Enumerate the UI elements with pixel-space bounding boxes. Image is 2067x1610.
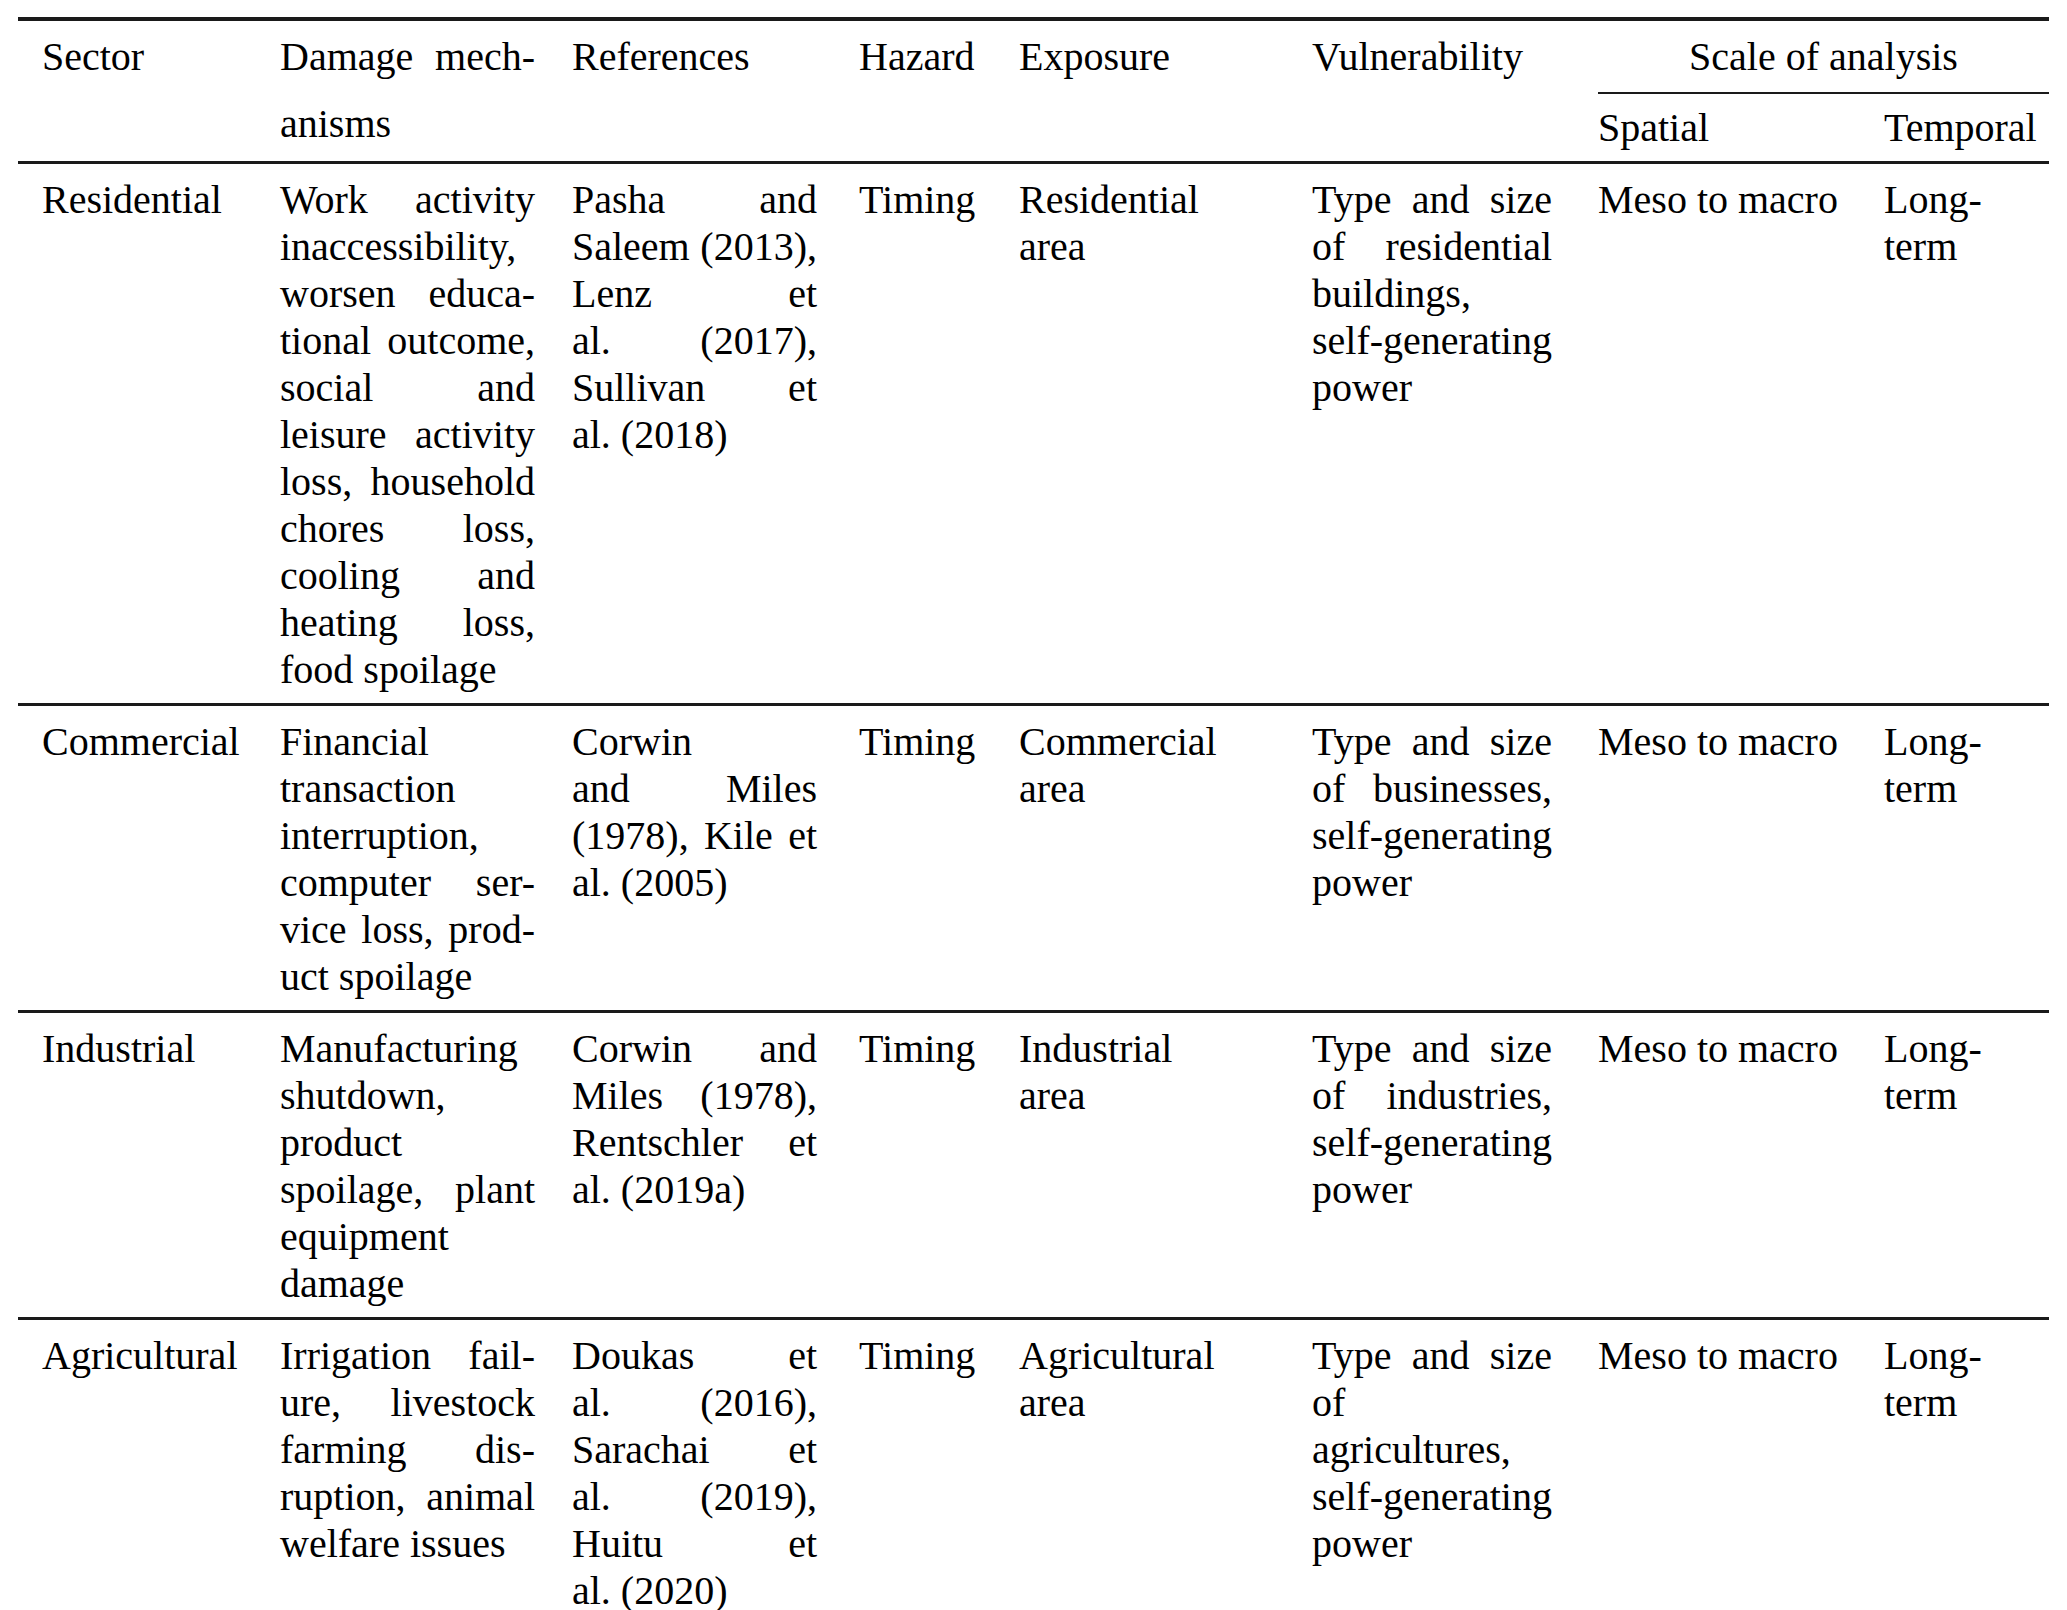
cell-temporal: Long-term bbox=[1884, 1012, 2049, 1319]
cell-spatial: Meso to macro bbox=[1598, 1012, 1884, 1319]
cell-sector: Industrial bbox=[18, 1012, 280, 1319]
header-exposure: Exposure bbox=[1019, 19, 1312, 163]
cell-temporal: Long-term bbox=[1884, 163, 2049, 705]
cell-sector: Residential bbox=[18, 163, 280, 705]
cell-references: Corwinand Miles(1978), Kile etal. (2005) bbox=[572, 705, 859, 1012]
cell-references: Pasha andSaleem (2013),Lenz etal. (2017)… bbox=[572, 163, 859, 705]
cell-spatial: Meso to macro bbox=[1598, 705, 1884, 1012]
cell-hazard: Timing bbox=[859, 1012, 1019, 1319]
cell-temporal: Long-term bbox=[1884, 705, 2049, 1012]
cell-sector: Commercial bbox=[18, 705, 280, 1012]
cell-vulnerability: Type and sizeof businesses,self-generati… bbox=[1312, 705, 1598, 1012]
cell-vulnerability: Type and sizeof residentialbuildings,sel… bbox=[1312, 163, 1598, 705]
cell-hazard: Timing bbox=[859, 705, 1019, 1012]
table-row-industrial: Industrial Manufacturingshutdown,product… bbox=[18, 1012, 2049, 1319]
cell-hazard: Timing bbox=[859, 1319, 1019, 1610]
cell-hazard: Timing bbox=[859, 163, 1019, 705]
cell-temporal: Long-term bbox=[1884, 1319, 2049, 1610]
header-temporal: Temporal bbox=[1884, 93, 2049, 163]
header-references: References bbox=[572, 19, 859, 163]
cell-sector: Agricultural bbox=[18, 1319, 280, 1610]
cell-damage-mechanisms: Manufacturingshutdown,productspoilage, p… bbox=[280, 1012, 572, 1319]
cell-references: Corwin andMiles (1978),Rentschler etal. … bbox=[572, 1012, 859, 1319]
cell-vulnerability: Type and sizeof agricultures,self-genera… bbox=[1312, 1319, 1598, 1610]
table-row-agricultural: Agricultural Irrigation fail-ure, livest… bbox=[18, 1319, 2049, 1610]
cell-references: Doukas etal. (2016),Sarachai etal. (2019… bbox=[572, 1319, 859, 1610]
cell-spatial: Meso to macro bbox=[1598, 163, 1884, 705]
header-damage-mechanisms: Damage mech-anisms bbox=[280, 19, 572, 163]
table-row-commercial: Commercial Financialtransactioninterrupt… bbox=[18, 705, 2049, 1012]
header-sector: Sector bbox=[18, 19, 280, 163]
cell-exposure: Agriculturalarea bbox=[1019, 1319, 1312, 1610]
damage-mechanisms-table: Sector Damage mech-anisms References Haz… bbox=[18, 17, 2049, 1610]
header-hazard: Hazard bbox=[859, 19, 1019, 163]
cell-exposure: Commercialarea bbox=[1019, 705, 1312, 1012]
cell-exposure: Industrial area bbox=[1019, 1012, 1312, 1319]
cell-damage-mechanisms: Work activityinaccessibility,worsen educ… bbox=[280, 163, 572, 705]
table-header: Sector Damage mech-anisms References Haz… bbox=[18, 19, 2049, 163]
header-spatial: Spatial bbox=[1598, 93, 1884, 163]
paper-page: Sector Damage mech-anisms References Haz… bbox=[0, 0, 2067, 1610]
header-vulnerability: Vulnerability bbox=[1312, 19, 1598, 163]
cell-damage-mechanisms: Irrigation fail-ure, livestockfarming di… bbox=[280, 1319, 572, 1610]
cell-vulnerability: Type and sizeof industries,self-generati… bbox=[1312, 1012, 1598, 1319]
cell-spatial: Meso to macro bbox=[1598, 1319, 1884, 1610]
cell-damage-mechanisms: Financialtransactioninterruption,compute… bbox=[280, 705, 572, 1012]
table-row-residential: Residential Work activityinaccessibility… bbox=[18, 163, 2049, 705]
header-scale-of-analysis: Scale of analysis bbox=[1598, 19, 2049, 93]
cell-exposure: Residentialarea bbox=[1019, 163, 1312, 705]
